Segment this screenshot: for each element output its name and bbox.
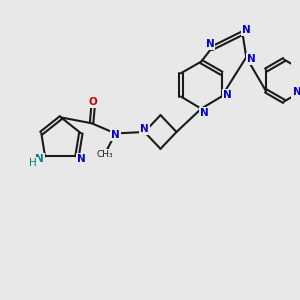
Text: O: O <box>89 97 98 107</box>
Text: N: N <box>77 154 86 164</box>
Text: N: N <box>35 154 44 164</box>
Text: H: H <box>29 158 37 168</box>
Text: N: N <box>111 130 120 140</box>
Text: N: N <box>200 108 209 118</box>
Text: N: N <box>247 54 256 64</box>
Text: N: N <box>242 25 250 35</box>
Text: N: N <box>206 39 214 49</box>
Text: N: N <box>223 90 232 100</box>
Text: CH₃: CH₃ <box>97 150 114 159</box>
Text: N: N <box>140 124 149 134</box>
Text: N: N <box>293 87 300 98</box>
